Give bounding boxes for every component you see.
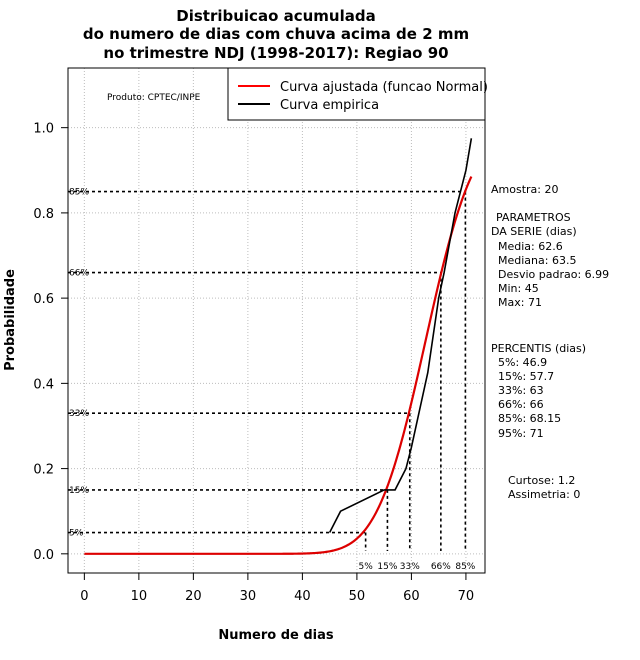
percentile-ylabel-3: 66% xyxy=(69,269,89,279)
x-tick-label-20: 20 xyxy=(185,589,202,604)
stat-mediana: Mediana: 63.5 xyxy=(498,254,576,267)
legend-label-empirical: Curva empirica xyxy=(280,98,379,113)
y-tick-label-5: 1.0 xyxy=(33,122,54,137)
stat-desvio: Desvio padrao: 6.99 xyxy=(498,268,609,281)
stat-p5: 5%: 46.9 xyxy=(498,356,547,369)
stat-assimetria: Assimetria: 0 xyxy=(508,488,580,501)
y-tick-label-1: 0.2 xyxy=(33,463,54,478)
legend-box xyxy=(227,67,486,121)
empirical-curve xyxy=(328,138,473,533)
chart-title-line-3: no trimestre NDJ (1998-2017): Regiao 90 xyxy=(103,44,448,62)
legend: Curva ajustada (funcao Normal) Curva emp… xyxy=(227,67,488,121)
fitted-normal-curve xyxy=(84,176,473,555)
stat-p95: 95%: 71 xyxy=(498,427,544,440)
percentile-ylabel-4: 85% xyxy=(69,188,89,198)
stat-param-title-1: PARAMETROS xyxy=(496,211,571,224)
x-tick-label-70: 70 xyxy=(458,589,475,604)
percentile-ylabel-2: 33% xyxy=(69,409,89,419)
product-label: Produto: CPTEC/INPE xyxy=(107,93,201,103)
chart-title-line-2: do numero de dias com chuva acima de 2 m… xyxy=(83,25,469,43)
legend-label-fitted: Curva ajustada (funcao Normal) xyxy=(280,80,488,95)
stat-perc-title: PERCENTIS (dias) xyxy=(491,342,586,355)
percentile-ylabel-0: 5% xyxy=(69,529,84,539)
percentile-ylabel-1: 15% xyxy=(69,486,89,496)
percentile-xlabel-4: 85% xyxy=(455,562,475,572)
stat-p85: 85%: 68.15 xyxy=(498,412,561,425)
y-tick-label-0: 0.0 xyxy=(33,548,54,563)
chart-title-line-1: Distribuicao acumulada xyxy=(176,7,375,25)
stat-amostra: Amostra: 20 xyxy=(491,183,558,196)
x-tick-label-10: 10 xyxy=(131,589,148,604)
percentile-xlabel-1: 15% xyxy=(377,562,397,572)
x-tick-label-40: 40 xyxy=(294,589,311,604)
percentile-xlabel-2: 33% xyxy=(400,562,420,572)
statistics-panel: Amostra: 20 PARAMETROS DA SERIE (dias) M… xyxy=(491,183,609,501)
stat-max: Max: 71 xyxy=(498,296,542,309)
stat-param-title-2: DA SERIE (dias) xyxy=(491,225,577,238)
y-tick-label-3: 0.6 xyxy=(33,292,54,307)
stat-p33: 33%: 63 xyxy=(498,384,544,397)
x-tick-label-50: 50 xyxy=(349,589,366,604)
stat-p66: 66%: 66 xyxy=(498,398,544,411)
x-tick-label-30: 30 xyxy=(240,589,257,604)
y-axis-label: Probabilidade xyxy=(3,269,18,371)
stat-curtose: Curtose: 1.2 xyxy=(508,474,575,487)
x-axis-label: Numero de dias xyxy=(218,628,334,643)
x-axis: 0 10 20 30 40 50 60 70 xyxy=(80,573,474,604)
stat-min: Min: 45 xyxy=(498,282,539,295)
stat-media: Media: 62.6 xyxy=(498,240,563,253)
percentile-reference-lines: 5%5%15%15%33%33%66%66%85%85% xyxy=(68,188,476,572)
stat-p15: 15%: 57.7 xyxy=(498,370,554,383)
x-tick-label-60: 60 xyxy=(403,589,420,604)
y-axis: 0.0 0.2 0.4 0.6 0.8 1.0 xyxy=(33,122,68,563)
grid-lines xyxy=(68,68,485,573)
x-tick-label-0: 0 xyxy=(80,589,88,604)
percentile-xlabel-3: 66% xyxy=(431,562,451,572)
percentile-xlabel-0: 5% xyxy=(358,562,373,572)
plot-area-border xyxy=(67,67,486,574)
y-tick-label-4: 0.8 xyxy=(33,207,54,222)
y-tick-label-2: 0.4 xyxy=(33,377,54,392)
